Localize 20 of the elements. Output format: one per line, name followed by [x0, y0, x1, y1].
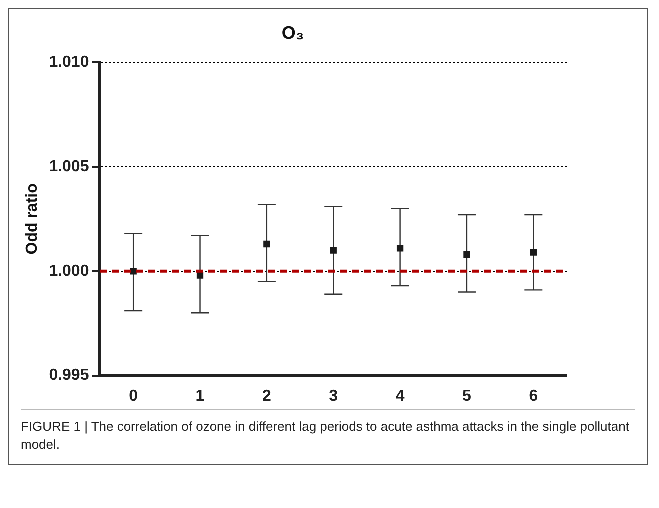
point	[196, 272, 204, 279]
y-tick-label: 1.005	[49, 158, 90, 176]
x-tick-label: 3	[329, 388, 338, 405]
point	[464, 251, 470, 258]
y-axis-title: Odd ratio	[24, 183, 42, 255]
point	[330, 247, 337, 254]
point	[396, 245, 404, 252]
x-tick-label: 6	[529, 388, 538, 405]
x-tick-label: 5	[462, 388, 472, 405]
caption: FIGURE 1 | The correlation of ozone in different lag periods to acute asthma attacks in the single pollutant model.	[21, 418, 630, 454]
point	[530, 249, 537, 256]
y-tick-label: 0.995	[49, 367, 90, 384]
y-tick-label: 1.000	[49, 262, 90, 280]
x-tick-label: 0	[129, 388, 138, 405]
point	[264, 240, 270, 248]
x-tick-label: 1	[196, 388, 205, 405]
x-tick-label: 4	[396, 388, 405, 405]
x-tick-label: 2	[262, 388, 272, 405]
chart-title: O₃	[282, 22, 304, 43]
y-tick-label: 1.010	[49, 54, 90, 72]
